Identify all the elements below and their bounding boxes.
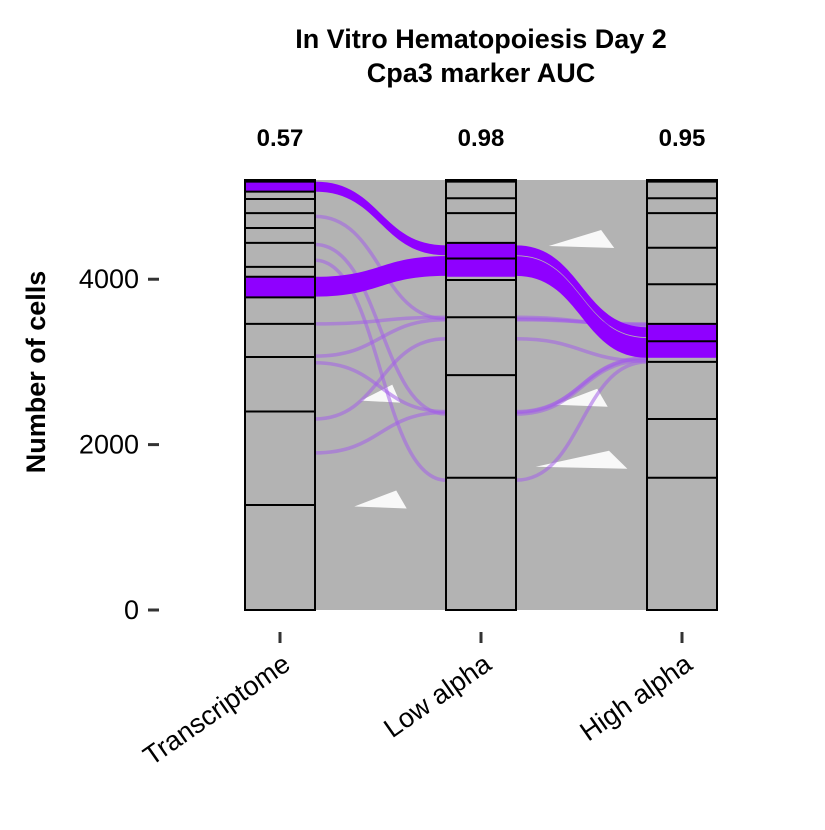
highlight-flow [516,245,647,338]
x-tick-label: High alpha [574,648,698,747]
thin-flow [314,361,447,414]
y-axis-title: Number of cells [21,271,51,474]
chart-title: In Vitro Hematopoiesis Day 2 [295,24,667,54]
x-tick-label: Transcriptome [138,648,296,771]
stratum-outline [244,179,316,611]
thin-flow [515,356,648,415]
stratum-outline [646,179,718,611]
auc-label: 0.98 [458,125,505,152]
highlight-flow [315,181,446,256]
thin-flow [515,360,648,482]
y-tick-label: 0 [124,595,139,625]
highlight-stratum [245,276,315,298]
flow-gap [555,388,608,407]
x-tick-label: Low alpha [378,648,497,744]
thin-flow [314,258,447,482]
y-tick-label: 4000 [79,264,139,294]
thin-flow [515,318,648,326]
flow-gap [548,230,615,249]
flows-layer [314,180,648,610]
highlight-stratum [245,181,315,192]
highlight-flow [516,256,647,358]
flow-gap [354,490,407,509]
chart-subtitle: Cpa3 marker AUC [367,58,596,88]
y-tick-label: 2000 [79,430,139,460]
thin-flow [314,337,447,421]
strata-layer [244,179,718,611]
thin-flow [314,410,447,455]
thin-flow [314,242,447,416]
auc-label: 0.57 [257,125,304,152]
thin-flow [314,318,447,358]
flow-gap [535,450,628,469]
stratum-column [647,180,717,610]
stratum-column [245,180,315,610]
highlight-stratum [446,242,516,277]
highlight-flow [315,256,446,297]
auc-label: 0.95 [659,125,706,152]
stratum-outline [445,179,517,611]
thin-flow [314,315,447,326]
